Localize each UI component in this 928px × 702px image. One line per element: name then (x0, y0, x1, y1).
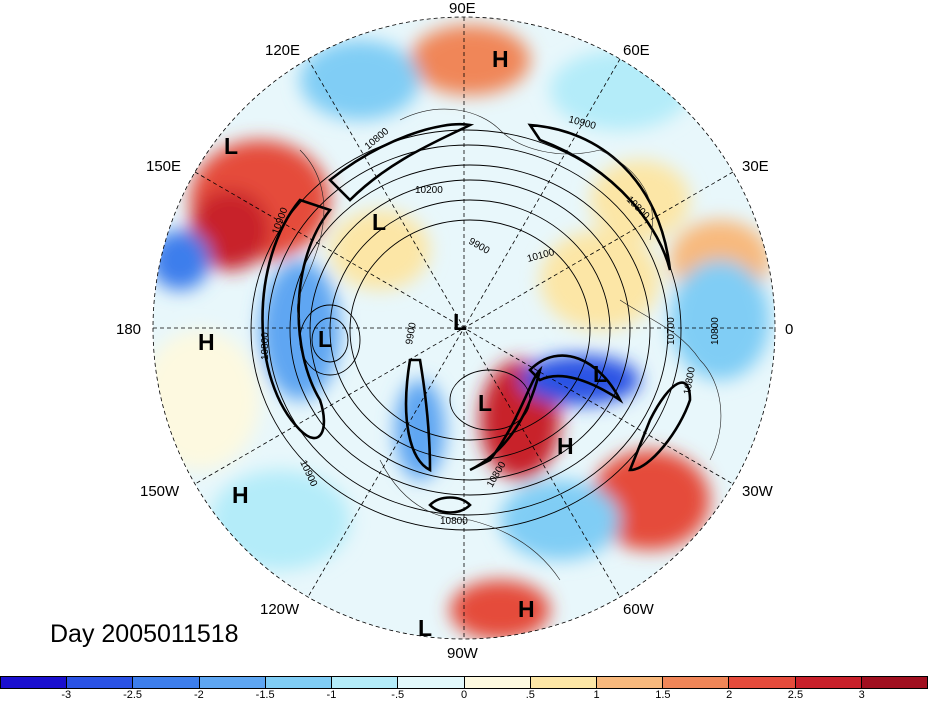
colorbar-segment (398, 677, 465, 688)
day-title: Day 2005011518 (50, 620, 239, 648)
coastlines (296, 108, 722, 581)
low-center-label: L (318, 326, 332, 352)
colorbar-segment (332, 677, 399, 688)
high-center-label: H (232, 482, 249, 508)
lon-label-30w: 30W (742, 483, 773, 500)
contour-label: 10800 (260, 332, 271, 360)
contour-label: 10800 (710, 317, 721, 345)
colorbar-segment (1, 677, 68, 688)
contour-label: 10800 (440, 516, 468, 527)
lon-label-120e: 120E (265, 42, 301, 59)
low-center-label: L (593, 361, 607, 387)
lon-label-60e: 60E (623, 42, 650, 59)
colorbar-segment (133, 677, 200, 688)
colorbar (0, 676, 928, 689)
colorbar-segment (795, 677, 862, 688)
colorbar-segment (530, 677, 597, 688)
low-center-label: L (224, 133, 238, 159)
low-center-label: L (478, 390, 492, 416)
lon-label-90w: 90W (447, 645, 478, 662)
high-center-label: H (198, 329, 215, 355)
pressure-center-labels: H H H H H L L L L L L L (198, 46, 607, 641)
lon-label-180: 180 (116, 321, 142, 338)
colorbar-segment (729, 677, 796, 688)
colorbar-tick-label: 3 (858, 689, 865, 701)
colorbar-tick-label: 1.5 (655, 689, 671, 701)
colorbar-tick-label: -3 (61, 689, 72, 701)
contour-label: 10800 (682, 366, 698, 396)
colorbar-segment (67, 677, 134, 688)
lon-label-150w: 150W (140, 483, 180, 500)
lon-label-30e: 30E (742, 158, 769, 175)
high-center-label: H (518, 596, 535, 622)
contour-label: 10700 (666, 317, 677, 345)
anomaly-field (153, 17, 775, 639)
geopotential-contours (250, 122, 692, 531)
contour-label: 10200 (415, 185, 443, 196)
colorbar-tick-label: 2.5 (787, 689, 804, 701)
colorbar-segment (663, 677, 730, 688)
colorbar-segment (464, 677, 531, 688)
low-center-label: L (453, 309, 467, 335)
colorbar-segment (861, 677, 928, 688)
lon-label-120w: 120W (260, 601, 300, 618)
colorbar-segment (265, 677, 333, 688)
lon-label-0: 0 (785, 321, 794, 338)
colorbar-segment (199, 677, 266, 688)
contour-label: 9900 (404, 321, 419, 345)
colorbar-tick-label: -2.5 (123, 689, 143, 701)
colorbar-tick-label: -1.5 (255, 689, 275, 701)
high-center-label: H (557, 433, 574, 459)
colorbar-tick-label: 2 (726, 689, 733, 701)
colorbar-segment (596, 677, 664, 688)
colorbar-tick-label: -.5 (391, 689, 405, 701)
lon-label-60w: 60W (623, 601, 654, 618)
graticule (152, 16, 776, 640)
colorbar-tick-label: .5 (525, 689, 535, 701)
lon-label-90e: 90E (449, 0, 476, 17)
colorbar-tick-label: 1 (593, 689, 600, 701)
high-center-label: H (492, 46, 509, 72)
low-center-label: L (372, 209, 386, 235)
colorbar-tick-label: -1 (326, 689, 337, 701)
colorbar-tick-label: 0 (460, 689, 468, 701)
low-center-label: L (418, 615, 432, 641)
lon-label-150e: 150E (146, 158, 182, 175)
colorbar-tick-label: -2 (193, 689, 204, 701)
